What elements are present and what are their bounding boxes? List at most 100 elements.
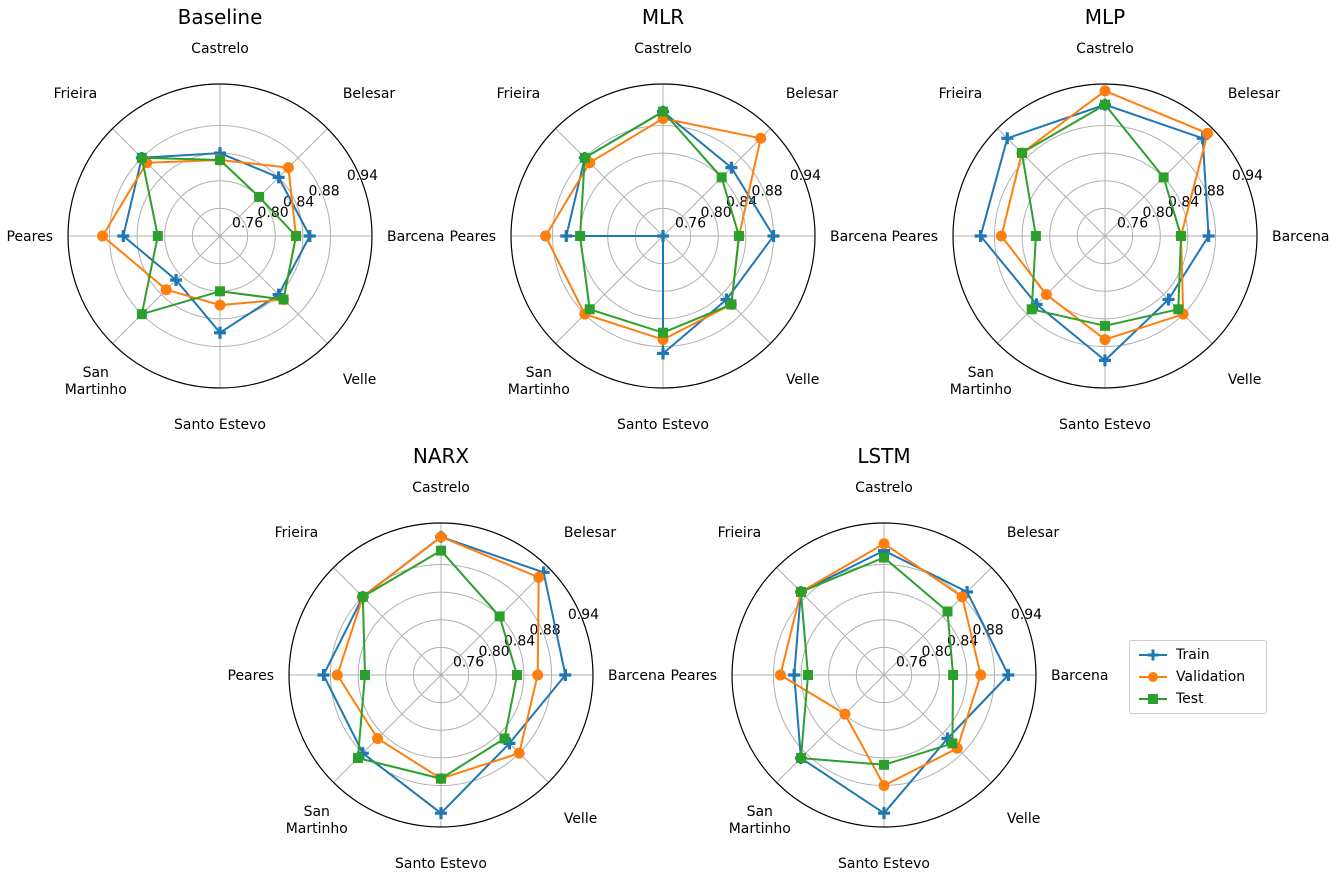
data-point-test-barcena [512,670,522,680]
data-point-train-san-martinho [657,230,669,242]
axis-label-san-martinho: San Martinho [286,804,348,837]
data-point-validation-belesar [282,162,294,174]
chart-legend: Train Validation Test [1129,640,1267,714]
data-point-validation-peares [331,669,343,681]
axis-label-frieira: Frieira [54,86,98,102]
grid-spoke [662,235,771,344]
legend-marker-validation [1139,672,1167,682]
data-point-validation-peares [995,230,1007,242]
data-point-train-san-martinho [170,273,183,286]
r-tick-label: 0.88 [752,184,783,200]
data-point-validation-santo-estevo [878,780,890,792]
axis-label-san-martinho: San Martinho [508,365,570,398]
axis-label-castrelo: Castrelo [634,41,692,57]
axis-label-peares: Peares [228,668,275,684]
r-tick-label: 0.76 [675,215,706,231]
r-tick-label: 0.80 [700,205,731,221]
axis-label-san-martinho: San Martinho [65,365,127,398]
data-point-test-castrelo [1100,99,1110,110]
grid-spoke [219,128,328,237]
data-point-test-santo-estevo [658,327,668,338]
data-point-train-santo-estevo [657,347,669,360]
subplot-title-narx: NARX [413,444,470,468]
r-tick-label: 0.88 [1194,184,1225,200]
axis-label-santo-estevo: Santo Estevo [174,417,266,433]
data-point-validation-santo-estevo [1099,334,1111,346]
data-point-test-frieira [1016,147,1027,158]
data-point-train-santo-estevo [1099,354,1111,367]
data-point-test-san-martinho [136,309,147,320]
legend-label-validation: Validation [1176,669,1246,685]
data-point-validation-velle [513,747,525,759]
r-tick-label: 0.76 [453,654,484,670]
data-point-train-peares [974,230,987,242]
data-point-test-peares [360,670,370,680]
data-point-test-belesar [716,172,727,183]
data-point-test-barcena [948,670,959,680]
data-point-test-castrelo [436,545,446,556]
axis-label-barcena: Barcena [608,668,665,684]
data-point-test-san-martinho [352,753,363,764]
axis-label-velle: Velle [343,372,377,388]
axis-label-belesar: Belesar [1007,525,1060,541]
data-point-validation-san-martinho [371,733,383,745]
data-point-validation-castrelo [435,531,447,543]
grid-spoke [776,674,885,783]
r-tick-label: 0.76 [232,215,263,231]
r-tick-label: 0.76 [896,654,927,670]
data-point-train-barcena [559,669,572,681]
data-point-train-belesar [272,171,285,184]
axis-label-san-martinho-line: San [83,365,109,381]
data-point-validation-san-martinho [839,708,851,720]
data-point-validation-barcena [532,669,544,681]
data-point-validation-peares [774,669,786,681]
plot-frame [952,83,1258,389]
data-point-train-barcena [303,230,316,242]
r-tick-label: 0.94 [790,168,821,184]
axis-label-san-martinho-line: San [968,365,994,381]
data-point-train-peares [560,230,573,242]
data-point-test-santo-estevo [879,759,889,770]
plot-frame [288,522,594,828]
r-tick-label: 0.84 [504,633,535,649]
axis-label-velle: Velle [1007,811,1041,827]
axis-label-velle: Velle [1228,372,1262,388]
axis-label-san-martinho-line: San [747,804,773,820]
data-point-test-belesar [942,606,953,617]
grid-spoke [440,674,549,783]
axis-label-velle: Velle [786,372,820,388]
plot-frame [731,522,1037,828]
r-tick-label: 0.94 [1232,168,1263,184]
data-point-test-peares [575,231,586,241]
grid-spoke [997,235,1106,344]
grid-spoke [883,674,992,783]
legend-entry-validation: Validation [1138,667,1245,687]
axis-label-san-martinho-line: Martinho [729,821,791,837]
data-point-test-san-martinho [584,304,595,315]
axis-label-frieira: Frieira [939,86,983,102]
plot-frame [510,83,816,389]
legend-label-test: Test [1176,691,1204,707]
axis-label-santo-estevo: Santo Estevo [838,856,930,872]
data-point-test-belesar [494,611,505,622]
axis-label-barcena: Barcena [1051,668,1108,684]
r-tick-label: 0.76 [1117,215,1148,231]
data-point-test-peares [152,231,163,241]
data-point-train-barcena [1202,230,1215,242]
axis-label-san-martinho-line: Martinho [286,821,348,837]
data-point-test-velle [947,738,958,749]
data-point-validation-santo-estevo [214,299,226,311]
r-tick-label: 0.94 [568,607,599,623]
radar-subplot-mlp: 0.760.800.840.880.94BarcenaBelesarCastre… [892,5,1330,433]
data-point-train-barcena [767,230,780,242]
r-tick-label: 0.88 [309,184,340,200]
data-point-test-san-martinho [795,753,806,764]
grid-spoke [1104,235,1213,344]
subplot-title-mlr: MLR [642,5,684,29]
grid-spoke [112,128,221,237]
axis-label-belesar: Belesar [564,525,617,541]
data-point-train-barcena [1002,669,1015,681]
grid-spoke [219,235,328,344]
grid-spoke [997,128,1106,237]
r-tick-label: 0.94 [1011,607,1042,623]
